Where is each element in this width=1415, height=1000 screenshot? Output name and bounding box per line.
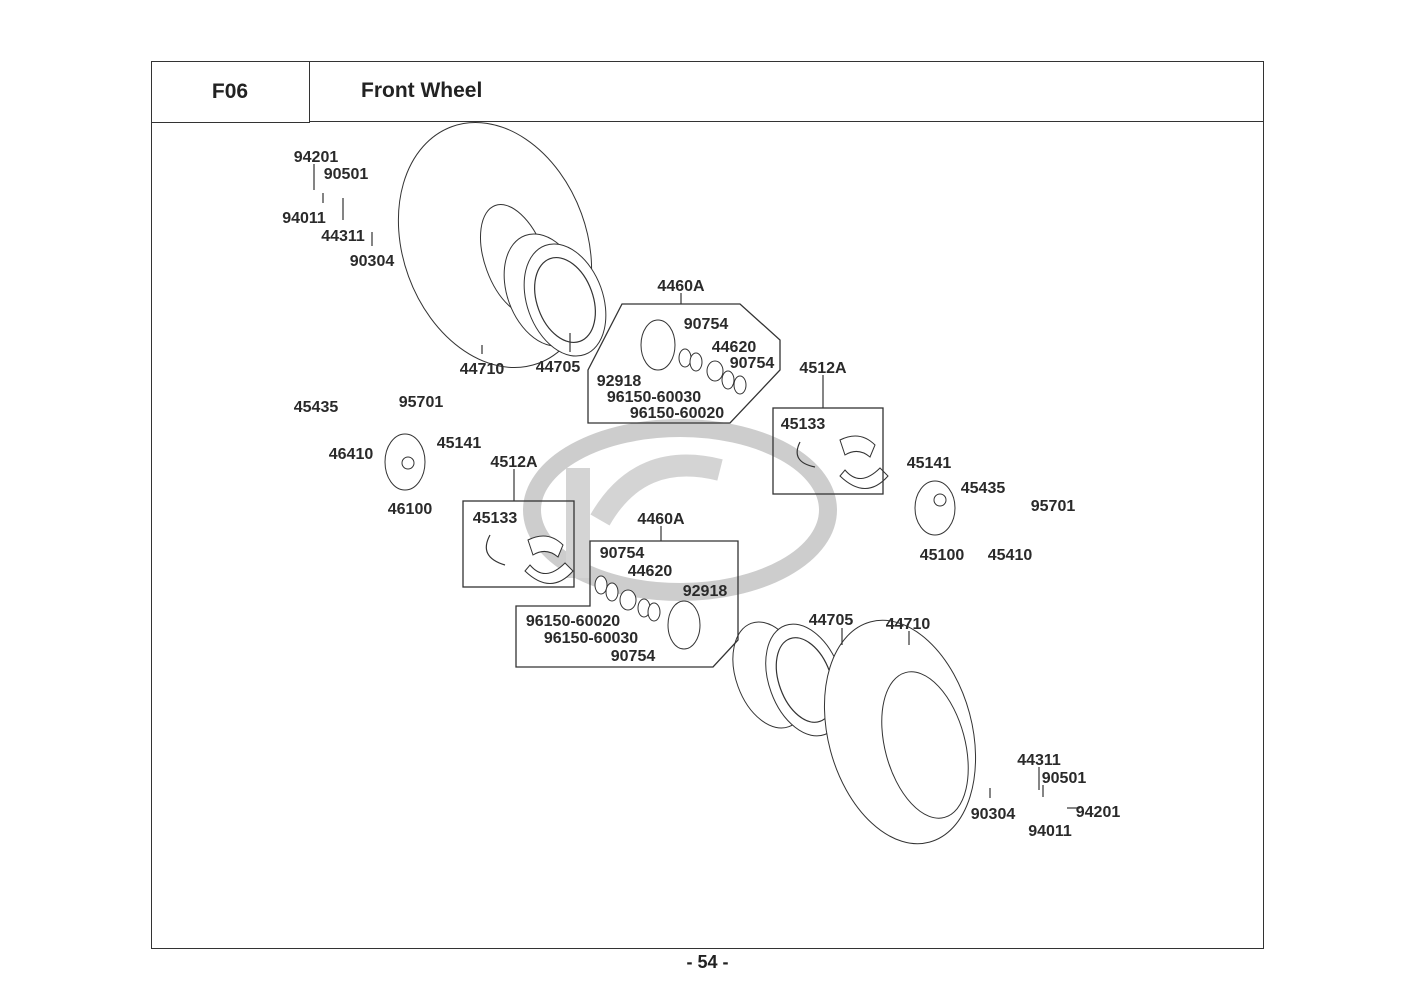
part-label: 96150-60030 — [544, 630, 638, 647]
part-label: 46100 — [388, 501, 433, 518]
part-label: 45435 — [294, 399, 339, 416]
part-label: 44710 — [460, 361, 505, 378]
part-label: 94011 — [282, 210, 326, 227]
part-label: 96150-60020 — [526, 613, 620, 630]
part-label: 44620 — [712, 339, 757, 356]
part-label: 45133 — [781, 416, 826, 433]
part-label: 4512A — [799, 360, 847, 377]
brake-shoes — [485, 435, 889, 584]
part-label: 4512A — [490, 454, 538, 471]
brake-panel-right — [914, 480, 956, 536]
part-label: 96150-60020 — [630, 405, 724, 422]
part-label: 44705 — [536, 359, 581, 376]
part-label: 96150-60030 — [607, 389, 701, 406]
tire-bottom — [823, 619, 977, 845]
part-label: 90754 — [684, 316, 729, 333]
part-label: 45133 — [473, 510, 518, 527]
part-label: 94201 — [1076, 804, 1121, 821]
kit-box-4512A-left — [462, 500, 575, 588]
kit-box-4460A-top — [587, 303, 781, 424]
part-label: 95701 — [1031, 498, 1076, 515]
part-label: 45435 — [961, 480, 1006, 497]
part-label: 44705 — [809, 612, 854, 629]
part-label: 90754 — [611, 648, 656, 665]
part-label: 90501 — [324, 166, 369, 183]
part-label: 45100 — [920, 547, 965, 564]
brake-panel-left — [384, 433, 426, 491]
part-label: 44311 — [321, 228, 365, 245]
part-label: 94201 — [294, 149, 339, 166]
page-number: - 54 - — [686, 952, 729, 972]
part-label: 92918 — [597, 373, 642, 390]
part-label: 90754 — [600, 545, 645, 562]
part-label: 44311 — [1017, 752, 1061, 769]
part-label: 46410 — [329, 446, 374, 463]
part-label: 90501 — [1042, 770, 1087, 787]
leader-lines — [313, 164, 1080, 809]
part-label: 4460A — [657, 278, 705, 295]
part-label: 92918 — [683, 583, 728, 600]
section-code: F06 — [151, 61, 310, 123]
part-label: 90304 — [350, 253, 395, 270]
section-title: Front Wheel — [310, 61, 1263, 122]
part-label: 95701 — [399, 394, 444, 411]
kymco-watermark — [523, 419, 837, 601]
hub-top — [640, 319, 747, 395]
diagram-frame — [151, 61, 1264, 949]
kit-box-4460A-bottom — [515, 540, 739, 668]
part-label: 45141 — [907, 455, 952, 472]
part-label: 90754 — [730, 355, 775, 372]
kit-box-4512A-right — [772, 407, 884, 495]
part-labels: 94201 90501 94011 44311 90304 44710 4470… — [282, 149, 1120, 840]
rim-top — [503, 233, 607, 357]
part-label: 44710 — [886, 616, 931, 633]
hub-bottom — [594, 575, 701, 650]
part-label: 45410 — [988, 547, 1033, 564]
part-label: 4460A — [637, 511, 685, 528]
part-label: 90304 — [971, 806, 1016, 823]
part-label: 45141 — [437, 435, 482, 452]
part-label: 94011 — [1028, 823, 1072, 840]
part-label: 44620 — [628, 563, 673, 580]
